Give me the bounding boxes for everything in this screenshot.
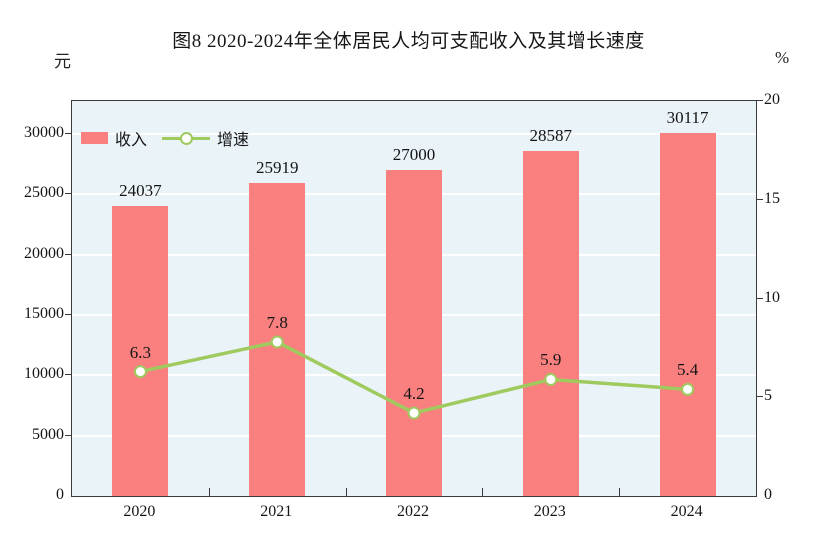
growth-value-label: 6.3: [129, 342, 152, 362]
gridline: [72, 133, 756, 135]
income-bar: [386, 170, 442, 496]
right-axis-tick-label: 10: [764, 288, 780, 306]
left-axis-tick-label: 0: [56, 486, 64, 503]
x-axis-tick: [619, 488, 621, 496]
bar-value-label: 24037: [119, 180, 162, 200]
left-axis-tick: [65, 253, 71, 255]
left-axis-tick-label: 25000: [24, 184, 64, 202]
bar-value-label: 30117: [666, 107, 709, 127]
left-axis-tick: [65, 434, 71, 436]
right-axis-tick: [757, 297, 763, 299]
left-axis-tick-label: 5000: [32, 425, 64, 443]
left-axis-tick: [65, 193, 71, 195]
left-axis-tick-label: 20000: [24, 244, 64, 262]
right-axis-tick-label: 5: [764, 387, 772, 405]
growth-value-label: 5.9: [540, 350, 562, 370]
bar-value-label: 25919: [255, 158, 299, 178]
right-axis-tick-label: 15: [764, 189, 780, 207]
chart-title: 图8 2020-2024年全体居民人均可支配收入及其增长速度: [172, 31, 645, 52]
income-bar: [522, 151, 579, 496]
growth-line-marker-icon: [270, 335, 284, 349]
right-axis-unit-label: %: [775, 48, 790, 67]
plot-area: 24037 25919 27000 28587 30117 6.3 7.8 4.2 5.9 5.4…: [71, 100, 757, 497]
x-axis-tick: [482, 488, 484, 496]
growth-line-marker-icon: [544, 372, 558, 386]
right-axis-tick-label: 0: [764, 486, 772, 503]
left-axis-tick: [65, 133, 71, 134]
x-axis-category-label: 2021: [260, 503, 293, 520]
right-axis-tick: [757, 198, 763, 200]
x-axis-tick: [345, 488, 347, 496]
right-axis-tick-label: 20: [764, 91, 780, 108]
left-axis-tick: [65, 374, 71, 376]
legend-growth-line-sample: [162, 132, 211, 145]
bar-value-label: 27000: [392, 145, 436, 165]
x-axis-category-label: 2022: [397, 503, 429, 520]
left-axis-tick: [65, 314, 71, 315]
x-axis-tick: [208, 488, 210, 496]
left-axis-tick-label: 10000: [24, 365, 64, 383]
x-axis-category-label: 2024: [670, 503, 703, 520]
growth-line-layer: [133, 335, 695, 420]
growth-line-marker-icon: [133, 365, 147, 379]
income-bar: [112, 205, 169, 496]
x-axis-category-label: 2020: [123, 503, 156, 520]
growth-value-label: 5.4: [676, 360, 699, 380]
legend-income-swatch: [81, 132, 108, 144]
legend-label-income: 收入: [115, 132, 148, 149]
growth-value-label: 7.8: [266, 312, 288, 332]
x-axis-category-label: 2023: [533, 503, 566, 520]
legend-label-growth: 增速: [217, 132, 250, 149]
bar-value-label: 28587: [529, 126, 573, 146]
growth-line-marker-icon: [407, 406, 421, 420]
growth-value-label: 4.2: [403, 384, 425, 404]
left-axis-tick-label: 30000: [24, 124, 64, 141]
legend-line-marker-icon: [180, 132, 194, 145]
left-axis-tick-label: 15000: [24, 305, 64, 322]
growth-line-marker-icon: [681, 382, 695, 396]
right-axis-tick: [757, 396, 763, 398]
legend: 收入 增速: [81, 126, 249, 150]
left-axis-unit-label: 元: [54, 52, 71, 71]
right-axis-tick: [757, 100, 763, 101]
income-bar: [659, 132, 716, 496]
